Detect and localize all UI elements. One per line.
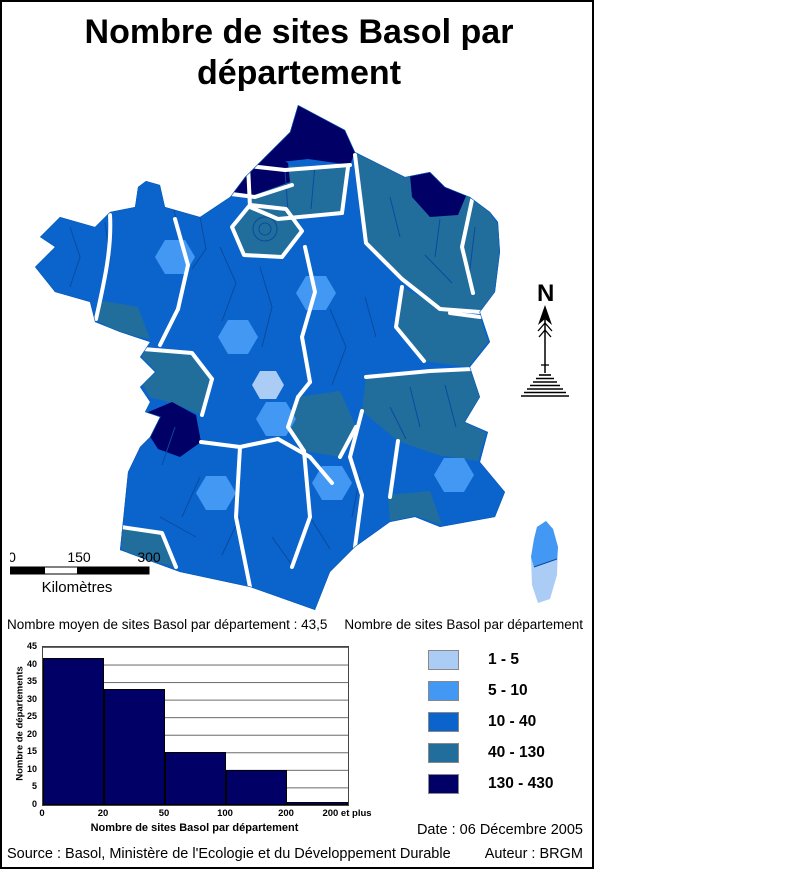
- histogram-bar: [43, 657, 104, 805]
- histogram-bar: [104, 689, 165, 805]
- x-tick-label: 200: [278, 808, 294, 819]
- histogram-bar: [287, 801, 348, 805]
- corsica: [531, 521, 558, 603]
- page-title: Nombre de sites Basol par département: [84, 13, 514, 93]
- x-tick-label: 0: [39, 808, 45, 819]
- y-tick-label: 30: [26, 693, 37, 704]
- scale-tick-300: 300: [137, 549, 161, 565]
- legend-class-label: 5 - 10: [488, 682, 528, 699]
- source-text: Source : Basol, Ministère de l'Ecologie …: [7, 846, 451, 862]
- y-tick-label: 15: [26, 746, 37, 757]
- author-text: Auteur : BRGM: [484, 846, 583, 862]
- histogram-bar: [165, 752, 226, 805]
- y-tick-label: 0: [31, 799, 37, 809]
- legend-swatch: [428, 774, 459, 794]
- scale-bar: 0 150 300 Kilomètres: [10, 549, 161, 596]
- class-1-5-areas: [252, 371, 284, 399]
- map-page: Nombre de sites Basol par département: [0, 0, 594, 869]
- legend-row: 130 - 430: [428, 774, 588, 794]
- y-tick-label: 35: [26, 676, 37, 687]
- legend-class-label: 10 - 40: [488, 713, 537, 730]
- x-tick-label: 100: [217, 808, 233, 819]
- legend-row: 10 - 40: [428, 712, 588, 732]
- legend-swatch: [428, 712, 459, 732]
- histogram: Nombre de départements 0 5 10 15 20 25 30 35 40 4…: [10, 640, 372, 840]
- y-tick-label: 5: [31, 781, 37, 792]
- scale-tick-0: 0: [10, 549, 16, 565]
- x-tick-label: 20: [97, 808, 109, 819]
- y-tick-label: 45: [26, 641, 37, 651]
- north-label: N: [537, 280, 554, 307]
- legend-class-label: 40 - 130: [488, 744, 545, 761]
- legend-swatch: [428, 681, 459, 701]
- legend-class-label: 130 - 430: [488, 775, 554, 792]
- histogram-bars: [43, 647, 348, 805]
- france-choropleth-map: N 0 150 300: [10, 105, 569, 610]
- x-tick-label: 50: [158, 808, 170, 819]
- map-legend: 1 - 5 5 - 10 10 - 40 40 - 130 130 - 430: [428, 650, 588, 805]
- histogram-x-axis-label: Nombre de sites Basol par département: [90, 822, 299, 834]
- legend-row: 5 - 10: [428, 681, 588, 701]
- mainland: [35, 105, 505, 610]
- histogram-x-ticks: 0 20 50 100 200 200 et plus: [39, 808, 371, 820]
- legend-row: 40 - 130: [428, 743, 588, 763]
- legend-swatch: [428, 743, 459, 763]
- legend-swatch: [428, 650, 459, 670]
- scale-tick-150: 150: [67, 549, 91, 565]
- x-tick-label: 200 et plus: [322, 808, 372, 819]
- legend-class-label: 1 - 5: [488, 651, 520, 668]
- y-tick-label: 20: [26, 728, 37, 739]
- legend-row: 1 - 5: [428, 650, 588, 670]
- y-tick-label: 40: [26, 658, 37, 669]
- date-text: Date : 06 Décembre 2005: [416, 822, 583, 838]
- histogram-plot-area: [42, 646, 349, 806]
- north-arrow-icon: N: [521, 280, 569, 397]
- y-tick-label: 25: [26, 711, 37, 722]
- histogram-bar: [226, 769, 287, 805]
- class-40-130-areas: [94, 153, 499, 567]
- scale-unit-label: Kilomètres: [42, 579, 113, 596]
- histogram-y-ticks: 0 5 10 15 20 25 30 35 40 45: [10, 641, 40, 809]
- mean-sites-text: Nombre moyen de sites Basol par départem…: [7, 617, 328, 632]
- y-tick-label: 10: [26, 763, 37, 774]
- legend-title: Nombre de sites Basol par département: [344, 617, 583, 632]
